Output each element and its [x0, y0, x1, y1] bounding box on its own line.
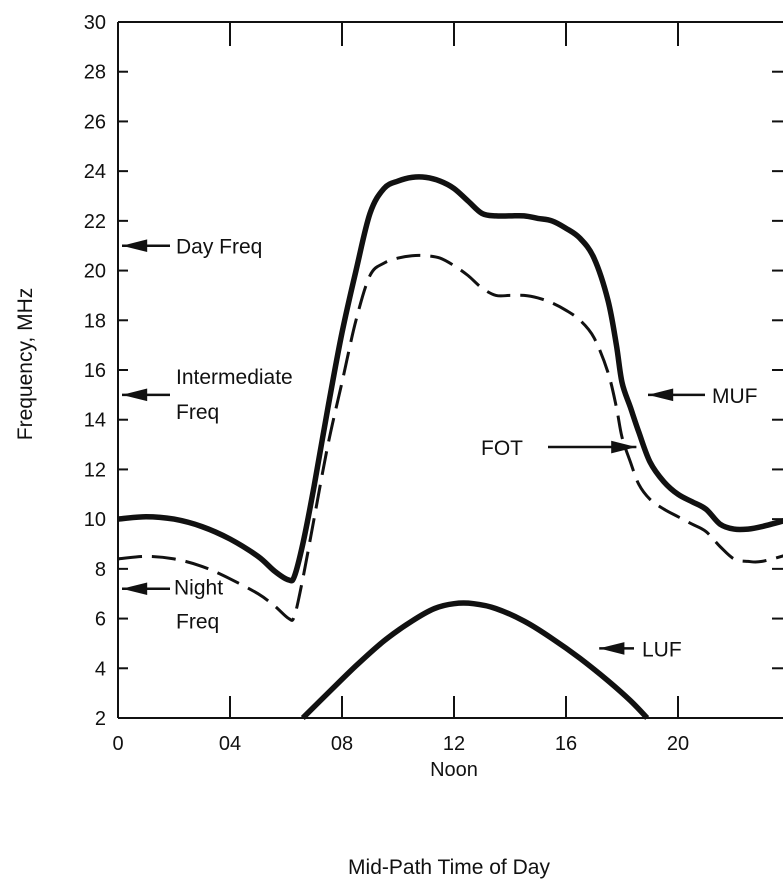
annotations: Day Freq Intermediate Freq Night Freq MUF FOT L… [121, 236, 758, 661]
intermediate-freq-label-line2: Freq [176, 401, 219, 424]
x-axis-title: Mid-Path Time of Day [348, 856, 550, 879]
y-axis-title: Frequency, MHz [14, 288, 37, 441]
series-lines [117, 174, 783, 720]
y-tick-label: 30 [84, 12, 106, 34]
y-tick-label: 2 [95, 708, 106, 730]
y-tick-label: 8 [95, 559, 106, 581]
series-line-fot [117, 253, 783, 622]
y-tick-label: 18 [84, 310, 106, 332]
y-tick-label: 24 [84, 161, 106, 183]
night-freq-label-line2: Freq [176, 611, 219, 634]
muf-label: MUF [712, 385, 758, 408]
series-line-luf [300, 600, 650, 720]
fot-label: FOT [481, 437, 523, 460]
series-line-muf [117, 174, 783, 584]
intermediate-freq-label-line1: Intermediate [176, 366, 293, 389]
x-tick-label: 0 [112, 733, 123, 755]
y-tick-label: 26 [84, 111, 106, 133]
night-freq-label-line1: Night [174, 577, 223, 600]
x-tick-label: 04 [219, 733, 241, 755]
day-freq-label: Day Freq [176, 236, 262, 259]
y-tick-label: 4 [95, 658, 106, 680]
x-tick-label: 12 [443, 733, 465, 755]
y-tick-label: 22 [84, 211, 106, 233]
y-tick-label: 28 [84, 62, 106, 84]
y-tick-label: 20 [84, 261, 106, 283]
luf-label: LUF [642, 638, 682, 661]
y-tick-label: 10 [84, 509, 106, 531]
y-tick-label: 12 [84, 459, 106, 481]
x-tick-label: 20 [667, 733, 689, 755]
x-sub-label-noon: Noon [430, 759, 478, 781]
y-tick-label: 16 [84, 360, 106, 382]
y-tick-label: 6 [95, 609, 106, 631]
x-tick-label: 16 [555, 733, 577, 755]
x-tick-label: 08 [331, 733, 353, 755]
y-tick-label: 14 [84, 410, 106, 432]
